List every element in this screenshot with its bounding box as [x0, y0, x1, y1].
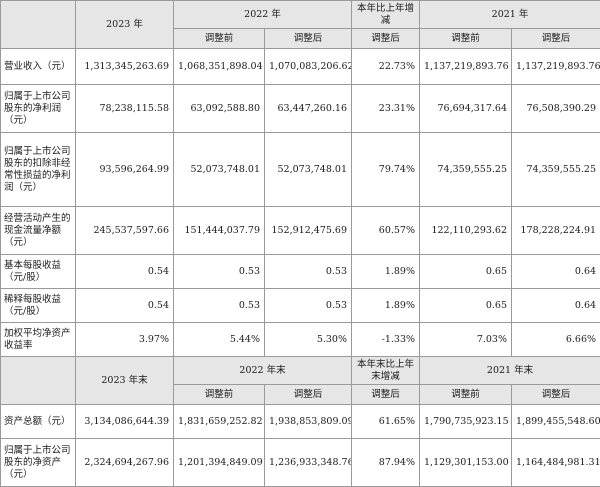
- row-label: 加权平均净资产收益率: [1, 323, 76, 357]
- value-2022-after: 1,938,853,809.09: [265, 405, 352, 439]
- header-change-end-after: 调整后: [352, 385, 420, 405]
- value-2022-before: 52,073,748.01: [174, 133, 265, 207]
- value-2022-before: 1,201,394,849.09: [174, 439, 265, 487]
- header-blank-1: [1, 1, 76, 49]
- value-2023: 3.97%: [76, 323, 174, 357]
- value-2021-before: 76,694,317.64: [420, 85, 512, 133]
- value-change: 79.74%: [352, 133, 420, 207]
- value-change: 61.65%: [352, 405, 420, 439]
- value-2021-before: 0.65: [420, 255, 512, 289]
- table-row: 基本每股收益（元/股） 0.54 0.53 0.53 1.89% 0.65 0.…: [1, 255, 600, 289]
- value-change: 87.94%: [352, 439, 420, 487]
- value-2023: 0.54: [76, 255, 174, 289]
- row-label: 归属于上市公司股东的净利润（元）: [1, 85, 76, 133]
- header-2021-before: 调整前: [420, 29, 512, 49]
- value-2023: 1,313,345,263.69: [76, 49, 174, 85]
- row-label: 归属于上市公司股东的扣除非经常性损益的净利润（元）: [1, 133, 76, 207]
- value-2021-before: 1,137,219,893.76: [420, 49, 512, 85]
- value-change: 60.57%: [352, 207, 420, 255]
- value-2023: 78,238,115.58: [76, 85, 174, 133]
- table-row: 稀释每股收益（元/股） 0.54 0.53 0.53 1.89% 0.65 0.…: [1, 289, 600, 323]
- value-2022-before: 5.44%: [174, 323, 265, 357]
- table-row: 加权平均净资产收益率 3.97% 5.44% 5.30% -1.33% 7.03…: [1, 323, 600, 357]
- header-2021-end-after: 调整后: [512, 385, 600, 405]
- value-2023: 245,537,597.66: [76, 207, 174, 255]
- header-2023: 2023 年: [76, 1, 174, 49]
- header-2022-after: 调整后: [265, 29, 352, 49]
- value-2021-after: 1,164,484,981.31: [512, 439, 600, 487]
- value-change: 1.89%: [352, 255, 420, 289]
- value-2022-before: 151,444,037.79: [174, 207, 265, 255]
- value-2022-before: 1,068,351,898.04: [174, 49, 265, 85]
- header-2021: 2021 年: [420, 1, 600, 29]
- header-2022-end-after: 调整后: [265, 385, 352, 405]
- header-blank-2: [1, 357, 76, 405]
- table-row: 归属于上市公司股东的扣除非经常性损益的净利润（元） 93,596,264.99 …: [1, 133, 600, 207]
- table-row: 经营活动产生的现金流量净额（元） 245,537,597.66 151,444,…: [1, 207, 600, 255]
- value-2021-after: 178,228,224.91: [512, 207, 600, 255]
- header-change: 本年比上年增减: [352, 1, 420, 29]
- value-2021-after: 0.64: [512, 255, 600, 289]
- value-2022-before: 0.53: [174, 289, 265, 323]
- row-label: 营业收入（元）: [1, 49, 76, 85]
- header-2021-end-before: 调整前: [420, 385, 512, 405]
- header-2022-end-before: 调整前: [174, 385, 265, 405]
- table-row: 营业收入（元） 1,313,345,263.69 1,068,351,898.0…: [1, 49, 600, 85]
- value-2021-before: 7.03%: [420, 323, 512, 357]
- value-change: -1.33%: [352, 323, 420, 357]
- value-2023: 0.54: [76, 289, 174, 323]
- row-label: 经营活动产生的现金流量净额（元）: [1, 207, 76, 255]
- value-2021-before: 122,110,293.62: [420, 207, 512, 255]
- table-row: 归属于上市公司股东的净资产（元） 2,324,694,267.96 1,201,…: [1, 439, 600, 487]
- header-change-end: 本年末比上年末增减: [352, 357, 420, 385]
- row-label: 基本每股收益（元/股）: [1, 255, 76, 289]
- value-2021-after: 74,359,555.25: [512, 133, 600, 207]
- value-2021-after: 6.66%: [512, 323, 600, 357]
- value-2022-before: 0.53: [174, 255, 265, 289]
- value-2021-before: 1,790,735,923.15: [420, 405, 512, 439]
- table-row: 资产总额（元） 3,134,086,644.39 1,831,659,252.8…: [1, 405, 600, 439]
- row-label: 归属于上市公司股东的净资产（元）: [1, 439, 76, 487]
- value-2022-after: 1,070,083,206.62: [265, 49, 352, 85]
- value-2021-after: 1,899,455,548.60: [512, 405, 600, 439]
- header-2023-end: 2023 年末: [76, 357, 174, 405]
- value-2021-before: 0.65: [420, 289, 512, 323]
- value-2022-after: 5.30%: [265, 323, 352, 357]
- value-change: 22.73%: [352, 49, 420, 85]
- value-2021-after: 76,508,390.29: [512, 85, 600, 133]
- value-change: 1.89%: [352, 289, 420, 323]
- row-label: 资产总额（元）: [1, 405, 76, 439]
- header-change-after: 调整后: [352, 29, 420, 49]
- header-2022: 2022 年: [174, 1, 352, 29]
- value-2023: 93,596,264.99: [76, 133, 174, 207]
- table-row: 归属于上市公司股东的净利润（元） 78,238,115.58 63,092,58…: [1, 85, 600, 133]
- value-2022-after: 0.53: [265, 289, 352, 323]
- value-2023: 2,324,694,267.96: [76, 439, 174, 487]
- row-label: 稀释每股收益（元/股）: [1, 289, 76, 323]
- value-2021-before: 1,129,301,153.00: [420, 439, 512, 487]
- value-2022-after: 52,073,748.01: [265, 133, 352, 207]
- value-2022-after: 0.53: [265, 255, 352, 289]
- header-2021-after: 调整后: [512, 29, 600, 49]
- value-2022-before: 63,092,588.80: [174, 85, 265, 133]
- header-2021-end: 2021 年末: [420, 357, 600, 385]
- value-2022-after: 152,912,475.69: [265, 207, 352, 255]
- value-2021-after: 0.64: [512, 289, 600, 323]
- value-2021-before: 74,359,555.25: [420, 133, 512, 207]
- header-2022-before: 调整前: [174, 29, 265, 49]
- value-2022-after: 63,447,260.16: [265, 85, 352, 133]
- value-2023: 3,134,086,644.39: [76, 405, 174, 439]
- value-change: 23.31%: [352, 85, 420, 133]
- header-2022-end: 2022 年末: [174, 357, 352, 385]
- value-2022-after: 1,236,933,348.76: [265, 439, 352, 487]
- value-2021-after: 1,137,219,893.76: [512, 49, 600, 85]
- value-2022-before: 1,831,659,252.82: [174, 405, 265, 439]
